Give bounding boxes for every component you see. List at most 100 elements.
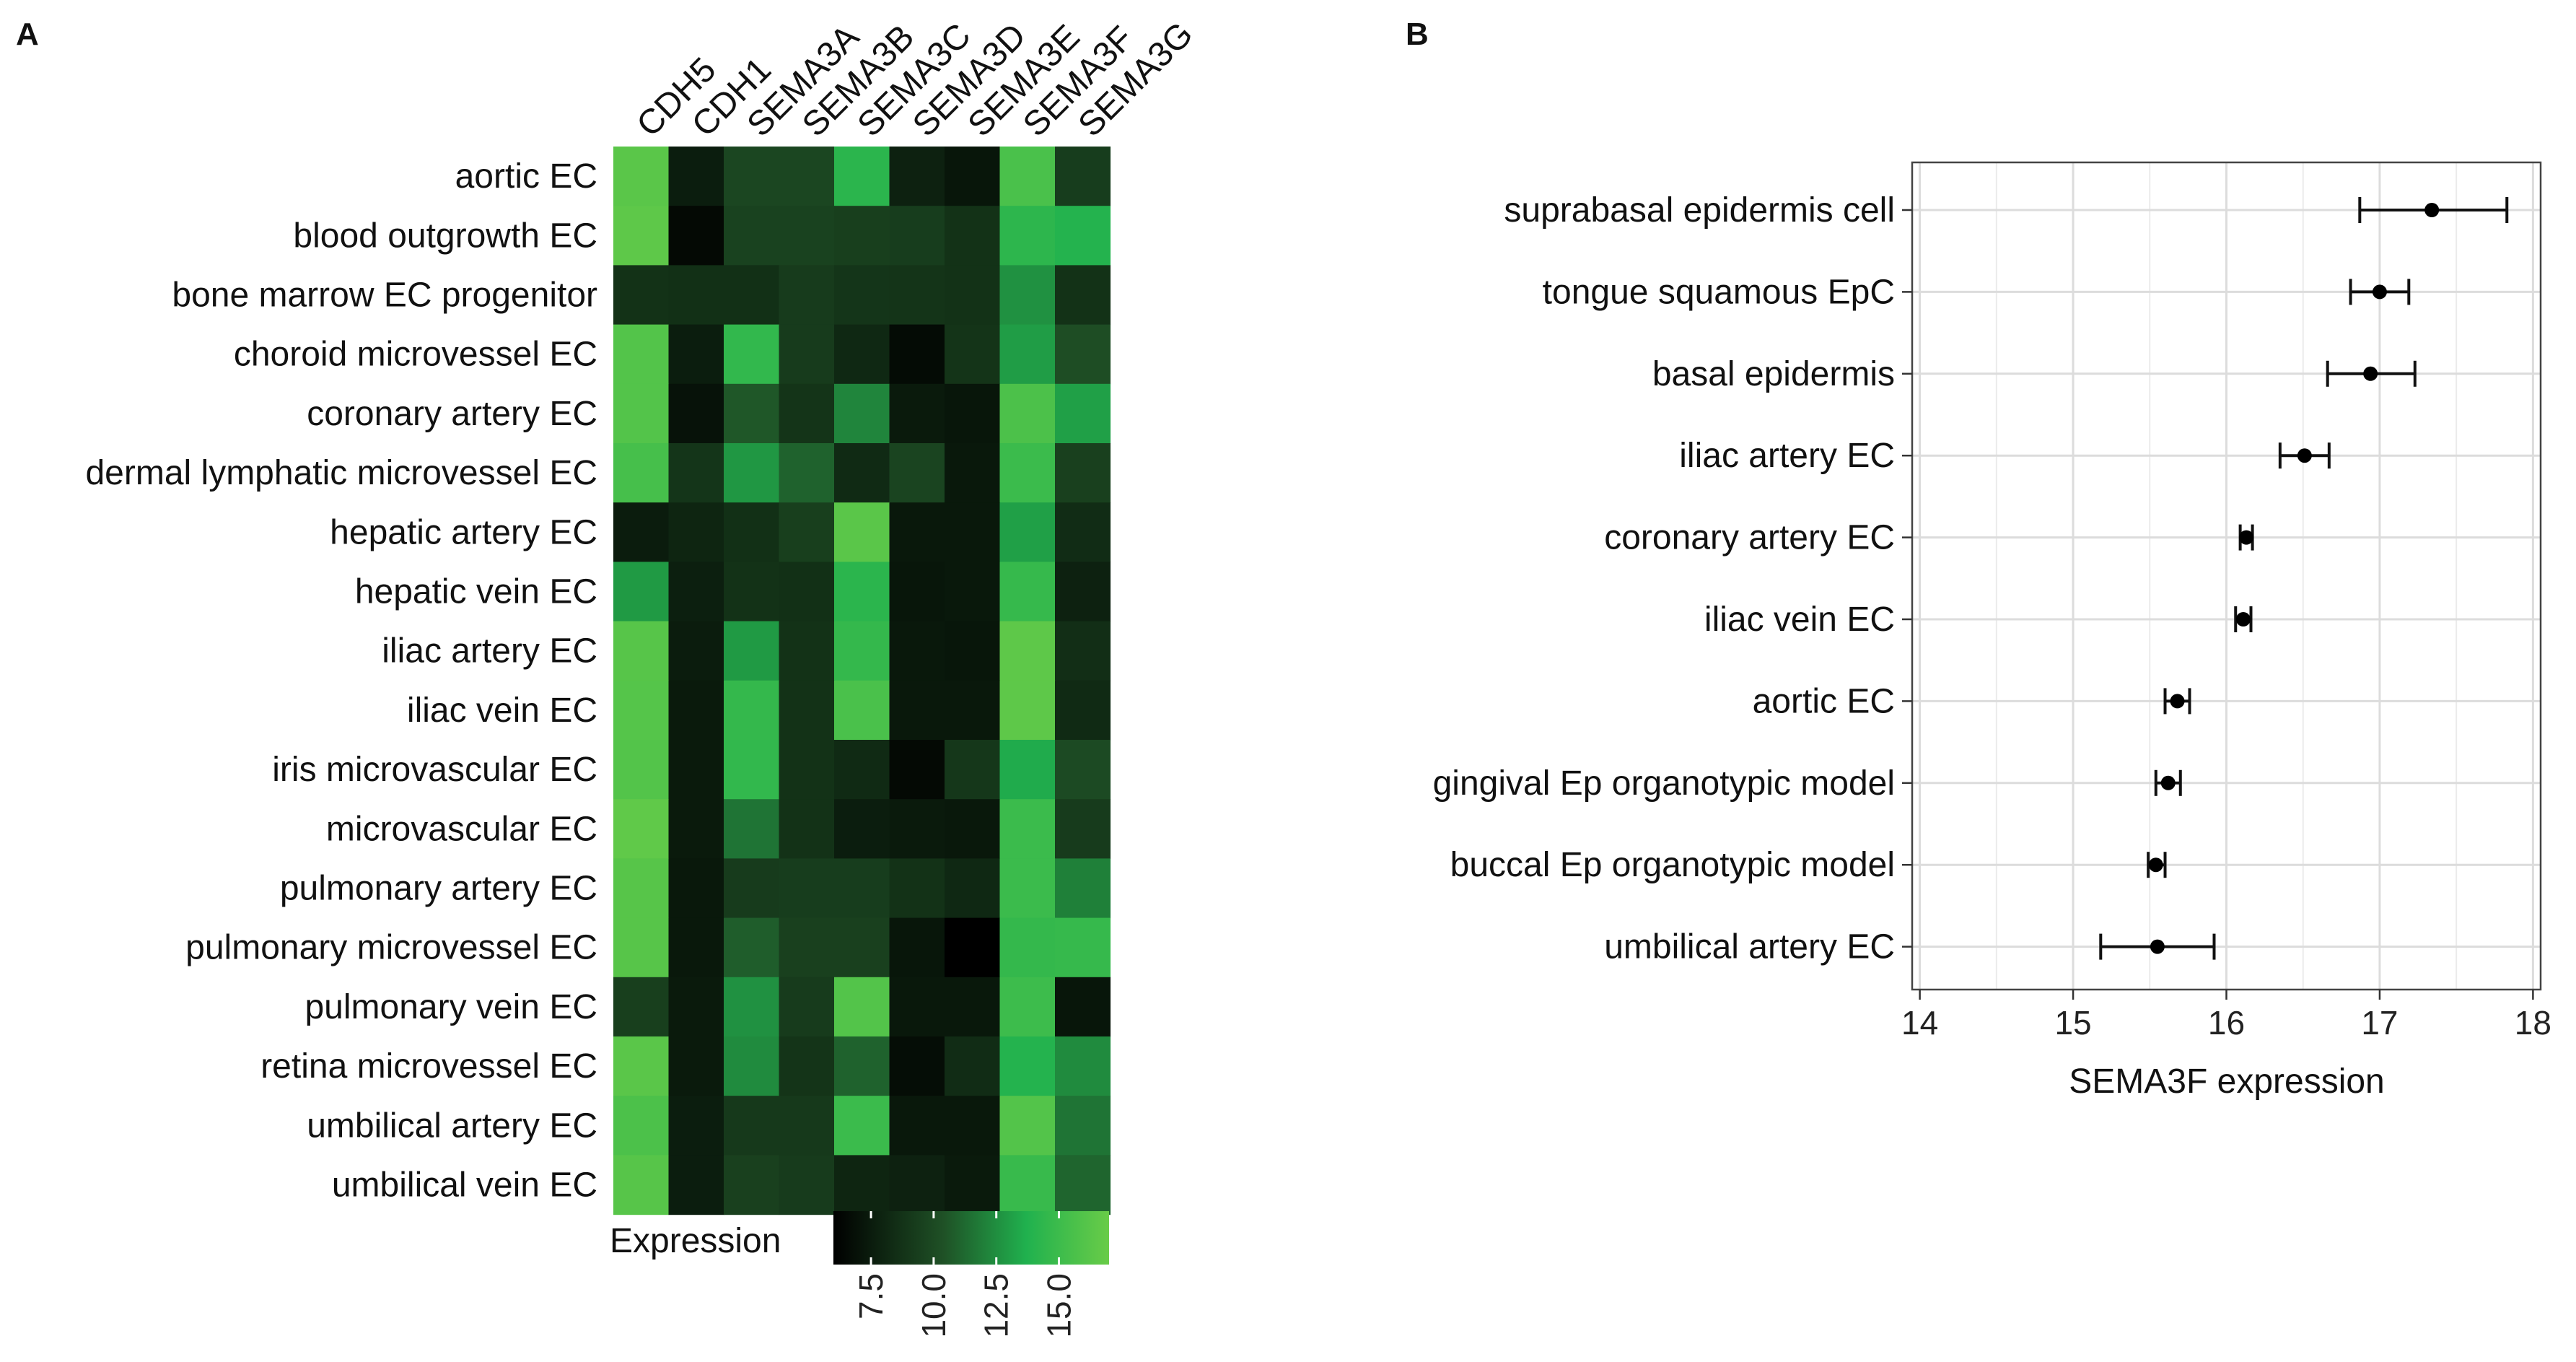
heatmap-cell [613,680,670,741]
heatmap-cell [945,443,1001,503]
heatmap-row-label: choroid microvessel EC [234,336,597,374]
heatmap-cell [724,1096,780,1156]
heatmap-cell [945,206,1001,266]
heatmap-cell [1055,1036,1111,1096]
heatmap-cell [724,621,780,681]
heatmap-cell [945,1155,1001,1215]
heatmap-cell [1055,621,1111,681]
heatmap-cell [1055,1155,1111,1215]
heatmap-cell [779,562,835,622]
heatmap-cell [945,740,1001,800]
heatmap-cell [668,324,724,385]
heatmap-column-labels: CDH5CDH1SEMA3ASEMA3BSEMA3CSEMA3DSEMA3ESE… [630,15,1201,144]
heatmap-cell [889,1096,945,1156]
heatmap-cell [1055,265,1111,326]
heatmap-cell [945,265,1001,326]
heatmap-cell [834,621,890,681]
dotplot-x-tick-labels: 14 15 16 17 18 [1901,1004,2551,1042]
heatmap-cell [724,562,780,622]
heatmap-cell [613,562,670,622]
data-point [2235,612,2251,627]
heatmap-cell [889,799,945,859]
legend-tick-label: 12.5 [978,1273,1015,1338]
heatmap-row-label: hepatic vein EC [355,573,597,611]
heatmap-cell [613,206,670,266]
heatmap-cell [724,1155,780,1215]
data-point [2372,284,2387,300]
heatmap-cell [834,799,890,859]
heatmap-cell [779,1155,835,1215]
heatmap-cell [999,324,1056,385]
heatmap-cell [889,977,945,1037]
dotplot-axis-ticks [1902,209,2534,1000]
heatmap-cell [1055,443,1111,503]
heatmap-cell [668,977,724,1037]
heatmap-cell [945,1036,1001,1096]
heatmap-panel: A aortic EC blood outgrowth EC bone marrow… [16,15,1201,1338]
dotplot-category-label: aortic EC [1753,682,1895,720]
heatmap-cell [724,265,780,326]
legend-tick-label: 7.5 [852,1273,890,1319]
heatmap-cell [779,443,835,503]
heatmap-cell [999,680,1056,741]
heatmap-cell [668,799,724,859]
heatmap-cell [999,147,1056,206]
heatmap-cell [724,799,780,859]
heatmap-cell [834,858,890,919]
heatmap-cell [834,443,890,503]
heatmap-cell [999,502,1056,562]
heatmap-cell [724,858,780,919]
dotplot-panel: B suprabasal epidermis cell tongue squamo… [1406,17,2551,1101]
heatmap-cell [724,502,780,562]
heatmap-row-label: dermal lymphatic microvessel EC [85,454,597,492]
data-point [2170,694,2185,709]
heatmap-cell [613,324,670,385]
dotplot-category-label: iliac vein EC [1704,601,1895,639]
heatmap-cell [999,1096,1056,1156]
heatmap-cell [999,621,1056,681]
heatmap-cell [779,1096,835,1156]
heatmap-cell [724,680,780,741]
data-point [2239,530,2254,545]
heatmap-cell [889,502,945,562]
heatmap-cell [724,324,780,385]
data-point [2424,203,2440,217]
heatmap-cell [613,858,670,919]
dotplot-grid [1912,162,2541,990]
heatmap-cell [889,858,945,919]
heatmap-cell [834,383,890,444]
heatmap-cell [724,1036,780,1096]
heatmap-row-label: iris microvascular EC [272,751,597,789]
heatmap-cell [779,680,835,741]
dotplot-category-labels: suprabasal epidermis cell tongue squamous… [1433,191,1895,966]
heatmap-row-label: bone marrow EC progenitor [172,276,597,315]
heatmap-cell [779,324,835,385]
heatmap-cell [613,443,670,503]
heatmap-row-label: iliac artery EC [382,632,597,671]
heatmap-cell [613,502,670,562]
heatmap-cell [834,1096,890,1156]
heatmap-cell [668,740,724,800]
heatmap-cell [999,383,1056,444]
heatmap-cell [668,858,724,919]
heatmap-cell [889,383,945,444]
heatmap-row-label: pulmonary vein EC [305,988,597,1026]
data-point [2148,857,2163,873]
heatmap-cell [999,799,1056,859]
panel-b-label: B [1406,17,1429,52]
heatmap-cell [889,1155,945,1215]
heatmap-cell [999,740,1056,800]
heatmap-cell [779,1036,835,1096]
data-point [2150,939,2165,954]
heatmap-cell [834,147,890,206]
heatmap-cell [999,265,1056,326]
heatmap-row-label: aortic EC [455,157,597,196]
heatmap-cell [668,680,724,741]
heatmap-cell [834,680,890,741]
heatmap-cell [999,562,1056,622]
heatmap-cell [889,680,945,741]
heatmap-cell [999,1155,1056,1215]
data-point [2297,448,2312,463]
heatmap-cell [668,383,724,444]
